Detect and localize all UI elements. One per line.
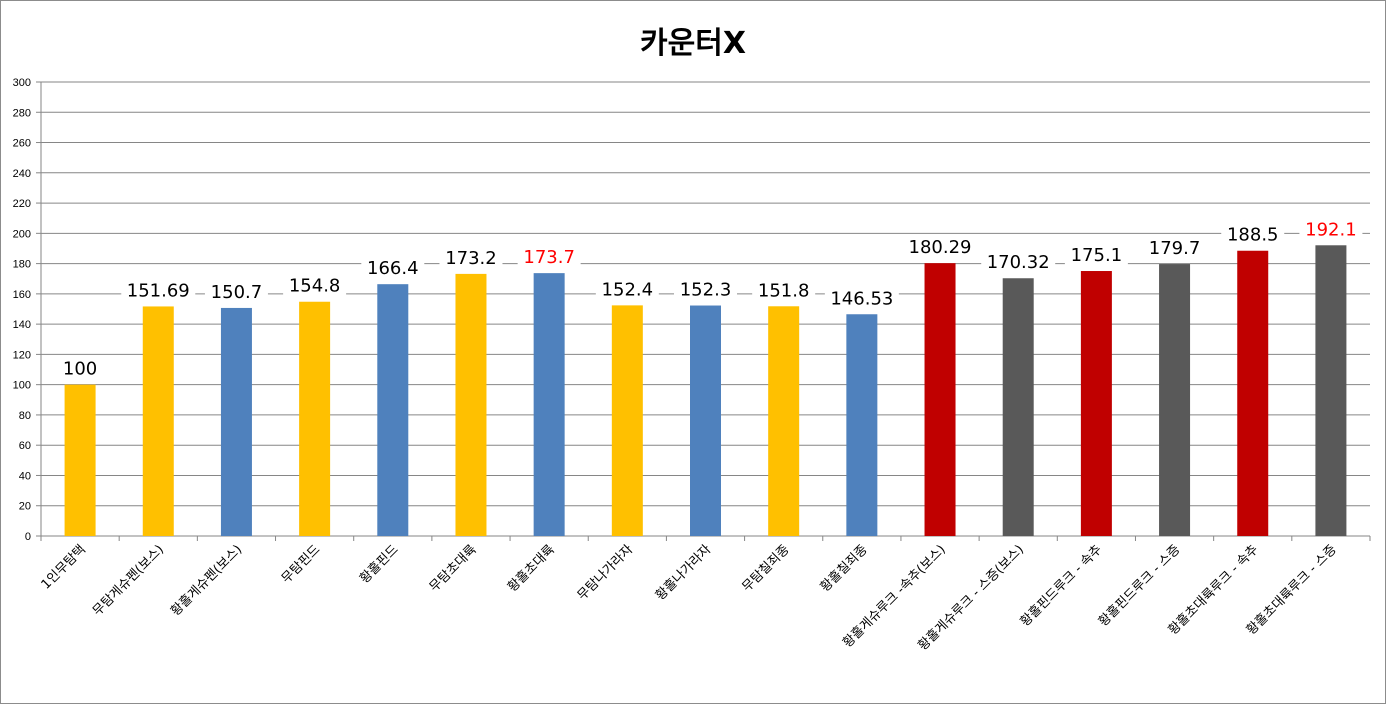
data-label: 151.69 [127,280,190,301]
category-label: 황홀핀드루크 - 속추 [1018,542,1105,629]
category-label: 황홀핀드 [357,542,401,586]
data-label-bg [283,272,347,297]
category-label: 황홀나가라자 [653,542,714,603]
y-tick-label: 120 [13,349,31,361]
bar [611,305,643,536]
data-label-bg [1221,221,1285,246]
bar [299,301,331,536]
y-tick-label: 0 [25,531,31,543]
data-label-bg [981,249,1056,274]
data-label: 188.5 [1227,225,1279,246]
y-tick-label: 280 [13,107,31,119]
data-label: 152.4 [602,279,654,300]
data-label-bg [674,276,737,301]
bar [1315,245,1347,536]
category-label: 1인무탐택 [39,542,89,592]
category-label: 황홀초대륙 [505,542,558,595]
category-label: 황홀초대륙루크 - 스증 [1244,542,1340,638]
bar [1002,278,1034,536]
bar [64,384,96,536]
data-label: 150.7 [211,282,263,303]
bar [220,307,252,536]
y-tick-label: 40 [19,470,31,482]
bar [533,273,565,536]
bar [1159,264,1191,536]
y-tick-label: 200 [13,228,31,240]
data-label: 100 [63,359,97,380]
data-label-bg [1143,235,1207,260]
y-tick-label: 60 [19,440,31,452]
category-label: 무탐나가라자 [575,542,636,603]
y-tick-label: 140 [13,319,31,331]
bar [1080,271,1112,536]
data-label-bg [59,355,101,380]
category-label: 무탐칠죄종 [740,542,793,595]
bar [924,263,956,536]
bar [846,314,878,536]
data-label-bg [903,234,978,259]
chart-title: 카운터X [640,26,746,61]
y-tick-label: 260 [13,138,31,150]
y-tick-label: 180 [13,259,31,271]
data-label-bg [595,276,659,301]
data-label: 180.29 [909,237,972,258]
y-tick-label: 80 [19,410,31,422]
bar [690,305,721,536]
bar [377,284,409,536]
data-label-bg [361,255,425,280]
category-label: 무탐초대륙 [427,542,480,595]
data-label-bg [752,277,816,302]
data-label-bg [1064,242,1128,267]
data-label-bg [1299,216,1363,241]
data-label: 146.53 [830,288,893,309]
data-label: 179.7 [1149,238,1201,259]
y-tick-label: 160 [13,289,31,301]
data-label-bg [204,278,268,303]
data-label: 173.7 [523,247,575,268]
data-label: 152.3 [680,280,732,301]
data-label-bg [824,285,899,310]
data-label-bg [517,244,581,269]
data-label: 166.4 [367,258,419,279]
bar [1237,250,1269,536]
data-label-bg [439,244,503,269]
data-label: 170.32 [987,252,1050,273]
data-label: 173.2 [445,248,497,269]
data-label: 151.8 [758,280,810,301]
bar [768,306,800,536]
category-label: 무탐핀드 [279,542,323,586]
y-tick-label: 300 [13,77,31,89]
y-tick-label: 20 [19,501,31,513]
y-tick-label: 100 [13,380,31,392]
category-label: 황홀게슈펜(보스) [168,542,245,619]
category-label: 황홀핀드루크 - 스증 [1096,542,1183,629]
category-label: 황홀칠죄종 [818,542,871,595]
data-label-bg [121,277,196,302]
data-label: 192.1 [1305,219,1357,240]
y-tick-label: 240 [13,168,31,180]
bar [455,273,487,536]
data-label: 175.1 [1071,245,1123,266]
y-tick-label: 220 [13,198,31,210]
bar [142,306,174,536]
category-label: 무탐게슈펜(보스) [90,542,167,619]
data-label: 154.8 [289,276,341,297]
